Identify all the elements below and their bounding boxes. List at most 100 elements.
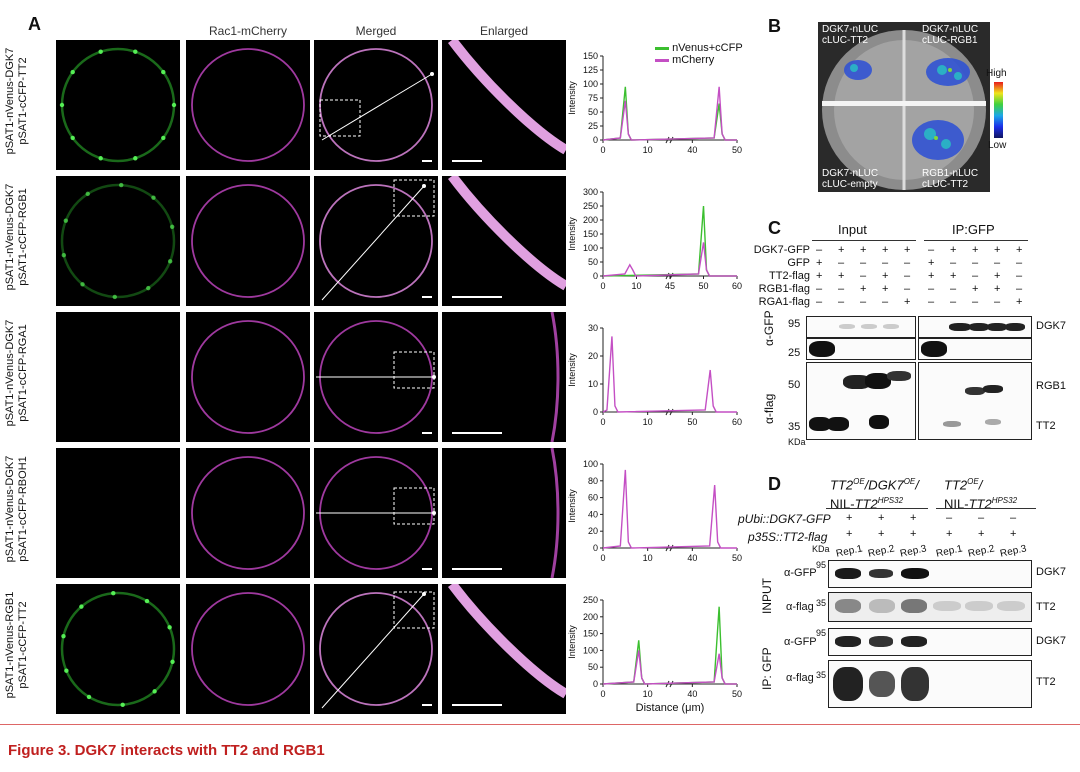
fluorescent-spot: [61, 253, 67, 258]
profile-arrow-head: [422, 184, 426, 188]
zoom-region-box: [393, 487, 435, 525]
panel-d-sign: +: [1010, 528, 1017, 540]
enlarged-membrane: [550, 312, 560, 442]
cell-membrane: [319, 592, 433, 706]
agfp-label-d2: α-GFP: [784, 636, 817, 648]
blot-input-flag: [806, 362, 916, 440]
y-tick-label: 80: [588, 476, 598, 486]
panel-c-sign: +: [950, 270, 957, 282]
cell-membrane: [191, 592, 305, 706]
x-tick-label: 50: [687, 417, 697, 427]
series-line-magenta: [602, 86, 737, 141]
scale-low-label: Low: [988, 140, 1007, 151]
y-tick-label: 150: [583, 51, 598, 61]
replicate-label: Rep.1: [935, 543, 964, 560]
panel-d-sign: +: [846, 512, 853, 524]
tt2-band-label-d1: TT2: [1036, 601, 1056, 613]
dgk7-band-label-d1: DGK7: [1036, 566, 1066, 578]
panel-c-sign: –: [838, 257, 845, 269]
micrograph-r3-c1: [56, 312, 180, 442]
panel-c-sign: –: [860, 270, 867, 282]
profile-chart-4: 0 20 40 60 80 100 Intensity 0 10 40 50: [567, 459, 742, 563]
x-tick-label: 40: [687, 145, 697, 155]
panel-c-sign: +: [904, 296, 911, 308]
profile-arrow: [321, 73, 433, 141]
series-line-green: [602, 205, 737, 277]
y-tick-label: 25: [588, 121, 598, 131]
panel-c-sign: –: [882, 257, 889, 269]
profile-arrow-head: [432, 375, 436, 379]
panel-c-sign: –: [950, 283, 957, 295]
luciferase-leaf-image: [818, 22, 990, 192]
fluorescent-spot: [61, 634, 66, 639]
panel-c-sign: +: [882, 244, 889, 256]
y-tick-label: 100: [583, 645, 598, 655]
micrograph-r3-c4: [442, 312, 566, 442]
panel-c-sign: –: [1016, 270, 1023, 282]
micrograph-r2-c2: [186, 176, 310, 306]
panel-c-sign: +: [838, 270, 845, 282]
y-tick-label: 150: [583, 629, 598, 639]
blot-d-ip-flag: [828, 660, 1032, 708]
profile-arrow-head: [432, 511, 436, 515]
x-tick-label: 10: [643, 553, 653, 563]
enlarged-membrane: [448, 40, 566, 155]
panel-c-sign: +: [882, 283, 889, 295]
dgk7-band-label-d2: DGK7: [1036, 635, 1066, 647]
input-line: [812, 240, 916, 241]
panel-c-sign: +: [882, 270, 889, 282]
scale-bar: [422, 432, 432, 434]
panel-c-sign: +: [860, 283, 867, 295]
panel-c-row-label: TT2-flag: [769, 270, 810, 282]
series-line-magenta: [602, 650, 737, 685]
micrograph-r1-c4: [442, 40, 566, 170]
y-tick-label: 50: [588, 662, 598, 672]
profile-arrow: [321, 593, 425, 709]
panel-d-letter: D: [768, 474, 781, 494]
scale-bar: [452, 568, 502, 570]
blot-d-input-flag: [828, 592, 1032, 622]
panel-c-sign: –: [1016, 283, 1023, 295]
x-tick-label: 50: [732, 553, 742, 563]
panel-c-sign: +: [860, 244, 867, 256]
micrograph-r4-c4: [442, 448, 566, 578]
mw-95-d2: 95: [816, 628, 827, 638]
fluorescent-spot: [64, 668, 69, 673]
panel-d-sign: +: [910, 528, 917, 540]
panel-d-sign: +: [946, 528, 953, 540]
panel-c-sign: –: [838, 296, 845, 308]
panel-c-sign: –: [838, 283, 845, 295]
blot-ip-gfp-95: [918, 316, 1032, 338]
y-axis-label: Intensity: [567, 489, 577, 523]
cell-membrane: [191, 456, 305, 570]
zoom-region-box: [393, 179, 435, 217]
x-tick-label: 10: [643, 689, 653, 699]
axis-break: [665, 136, 674, 144]
x-tick-label: 60: [732, 281, 742, 291]
cell-membrane: [191, 48, 305, 162]
series-line-magenta: [602, 469, 737, 549]
blot-d-input-gfp: [828, 560, 1032, 588]
aflag-label-d1: α-flag: [786, 601, 814, 613]
legend-green-swatch: [655, 46, 669, 50]
panel-c-sign: –: [816, 296, 823, 308]
blot-d-ip-gfp: [828, 628, 1032, 656]
panel-c-sign: –: [928, 283, 935, 295]
y-tick-label: 0: [593, 543, 598, 553]
y-axis-label: Intensity: [567, 353, 577, 387]
blot-input-gfp-95: [806, 316, 916, 338]
cell-membrane: [191, 184, 305, 298]
y-tick-label: 100: [583, 79, 598, 89]
leaf-label-tl: DGK7-nLUC cLUC-TT2: [822, 24, 879, 46]
panel-c-row-label: RGA1-flag: [758, 296, 810, 308]
leaf-label-tr: DGK7-nLUC cLUC-RGB1: [922, 24, 979, 46]
x-tick-label: 60: [732, 417, 742, 427]
panel-c-sign: –: [860, 296, 867, 308]
x-tick-label: 0: [600, 553, 605, 563]
fluorescent-spot: [120, 702, 125, 708]
panel-c-sign: +: [1016, 296, 1023, 308]
kda-label-d: KDa: [812, 544, 830, 554]
enlarged-membrane: [448, 176, 566, 291]
panel-a-letter: A: [28, 14, 41, 34]
profile-arrow-head: [422, 592, 426, 596]
